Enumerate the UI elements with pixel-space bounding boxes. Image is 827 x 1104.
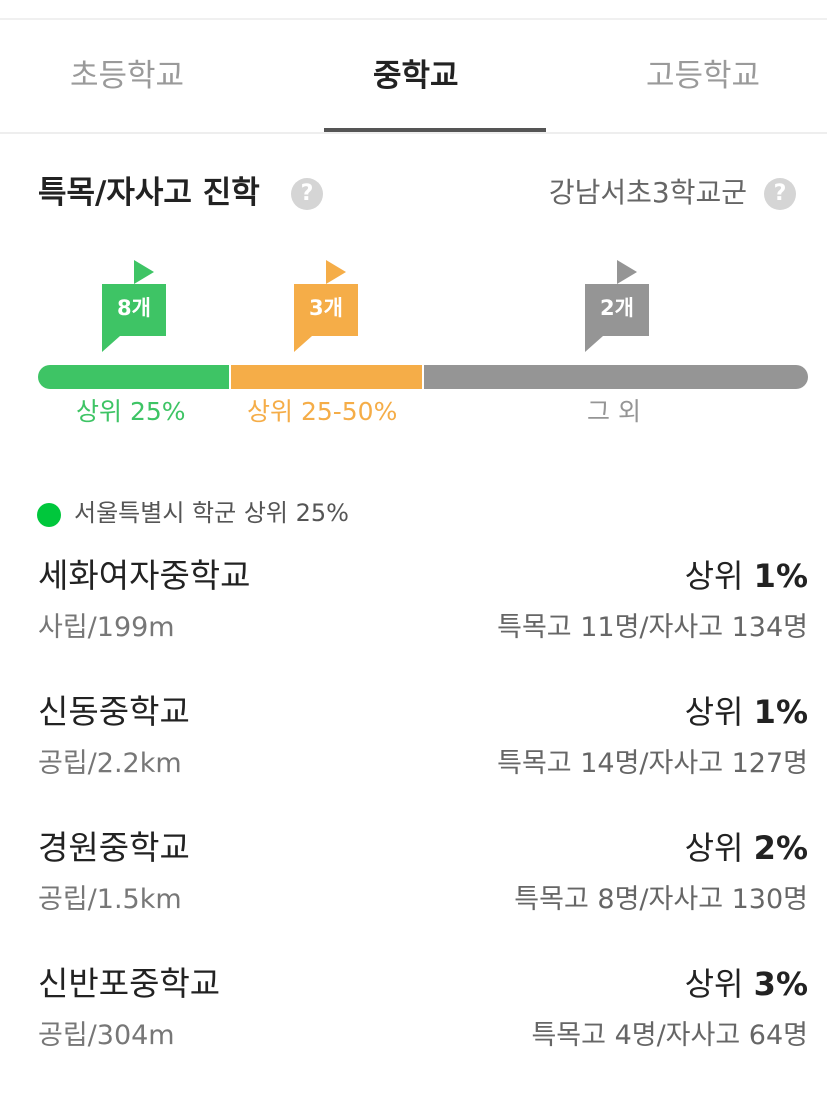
school-level-tabs: 초등학교 중학교 고등학교 [0, 20, 827, 134]
top25-50-count-flag: 3개 [294, 258, 358, 352]
active-tab-indicator [324, 128, 546, 132]
school-type-distance: 공립/2.2km [38, 748, 182, 779]
others-count-flag: 2개 [585, 258, 649, 352]
bar-segment-top25 [38, 365, 229, 389]
legend-text: 서울특별시 학군 상위 25% [74, 499, 349, 527]
flag-count: 8개 [117, 296, 151, 320]
segment-label-others: 그 외 [587, 397, 641, 426]
school-admission-stats: 특목고 8명/자사고 130명 [514, 884, 808, 915]
flag-count: 2개 [600, 296, 634, 320]
school-list-item[interactable]: 신반포중학교 공립/304m 상위 3% 특목고 4명/자사고 64명 [38, 962, 808, 1072]
district-help-icon[interactable]: ? [764, 178, 796, 210]
top25-count-flag: 8개 [102, 258, 166, 352]
school-rank: 상위 2% [684, 829, 808, 867]
school-type-distance: 사립/199m [38, 612, 175, 643]
school-type-distance: 공립/304m [38, 1020, 175, 1051]
bar-segment-others [424, 365, 808, 389]
legend-dot-icon [37, 503, 61, 527]
school-rank: 상위 1% [684, 557, 808, 595]
flag-marker-icon [294, 260, 358, 352]
segment-label-top25: 상위 25% [76, 397, 186, 426]
tab-high-school[interactable]: 고등학교 [646, 58, 761, 94]
flag-count: 3개 [309, 296, 343, 320]
school-name[interactable]: 경원중학교 [38, 828, 190, 867]
segment-label-top25-50: 상위 25-50% [247, 397, 398, 426]
school-rank: 상위 3% [684, 965, 808, 1003]
tab-middle-school[interactable]: 중학교 [373, 58, 459, 94]
school-admission-stats: 특목고 4명/자사고 64명 [531, 1020, 808, 1051]
school-name[interactable]: 신반포중학교 [38, 964, 221, 1003]
flag-marker-icon [585, 260, 649, 352]
top-divider [0, 18, 827, 20]
school-rank: 상위 1% [684, 693, 808, 731]
tab-elementary[interactable]: 초등학교 [70, 58, 185, 94]
school-name[interactable]: 세화여자중학교 [38, 556, 251, 595]
help-icon[interactable]: ? [291, 178, 323, 210]
rank-distribution-bar [38, 365, 808, 389]
school-admission-stats: 특목고 11명/자사고 134명 [497, 612, 808, 643]
school-district-label: 강남서초3학교군 [548, 176, 747, 209]
school-type-distance: 공립/1.5km [38, 884, 182, 915]
school-admission-stats: 특목고 14명/자사고 127명 [497, 748, 808, 779]
school-list-item[interactable]: 경원중학교 공립/1.5km 상위 2% 특목고 8명/자사고 130명 [38, 826, 808, 936]
section-title: 특목/자사고 진학 [38, 175, 260, 211]
school-list-item[interactable]: 신동중학교 공립/2.2km 상위 1% 특목고 14명/자사고 127명 [38, 690, 808, 800]
school-name[interactable]: 신동중학교 [38, 692, 190, 731]
flag-marker-icon [102, 260, 166, 352]
school-list-item[interactable]: 세화여자중학교 사립/199m 상위 1% 특목고 11명/자사고 134명 [38, 554, 808, 664]
bar-segment-top25-50 [231, 365, 422, 389]
